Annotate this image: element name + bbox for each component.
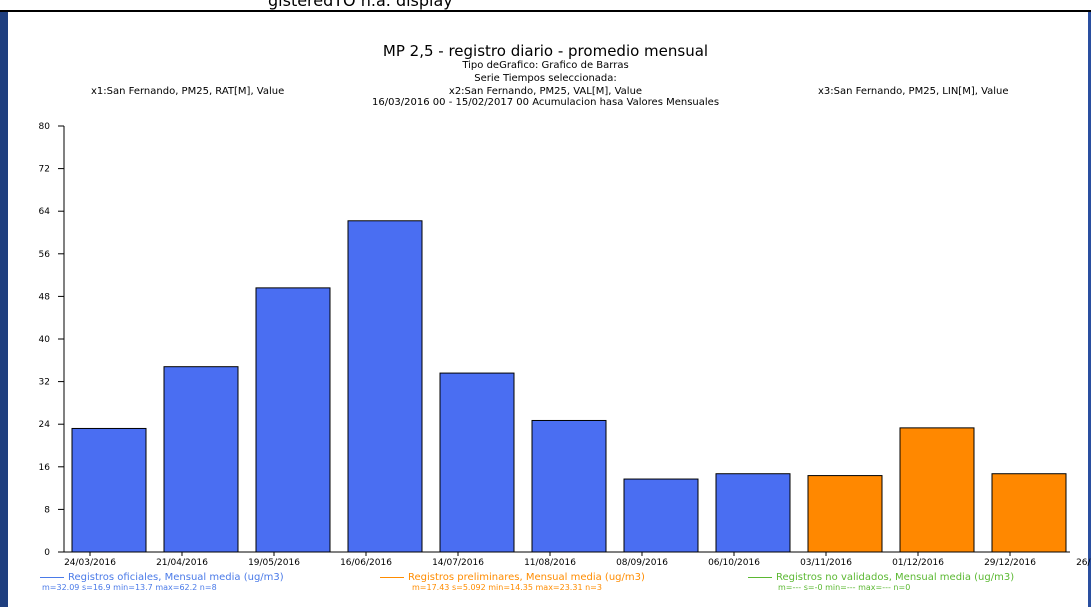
bar: [716, 474, 790, 552]
x-tick-label: 19/05/2016: [248, 558, 300, 568]
legend-no-validados: Registros no validados, Mensual media (u…: [748, 572, 1014, 583]
legend-line-preliminares: [380, 577, 404, 578]
x-tick-label: 08/09/2016: [616, 558, 668, 568]
x-tick-label: 11/08/2016: [524, 558, 576, 568]
x-tick-label: 16/06/2016: [340, 558, 392, 568]
bar: [624, 479, 698, 552]
y-tick-label: 32: [39, 378, 50, 388]
bar: [348, 221, 422, 552]
x-tick-label: 24/03/2016: [64, 558, 116, 568]
x-tick-label: 26/01/2017: [1076, 558, 1091, 568]
bar: [992, 474, 1066, 552]
y-tick-label: 48: [39, 292, 51, 302]
y-tick-label: 64: [39, 207, 51, 217]
x-tick-label: 21/04/2016: [156, 558, 208, 568]
bar: [256, 288, 330, 552]
legend-oficiales: Registros oficiales, Mensual media (ug/m…: [40, 572, 284, 583]
y-tick-label: 40: [39, 335, 51, 345]
y-tick-label: 72: [39, 165, 50, 175]
legend-label-no-validados: Registros no validados, Mensual media (u…: [776, 572, 1014, 583]
legend-line-oficiales: [40, 577, 64, 578]
bar: [72, 428, 146, 552]
bar: [440, 373, 514, 552]
y-tick-label: 0: [44, 548, 50, 558]
bar: [900, 428, 974, 552]
y-tick-label: 24: [39, 420, 51, 430]
y-tick-label: 80: [39, 122, 51, 132]
legend-stats-oficiales: m=32.09 s=16.9 min=13.7 max=62.2 n=8: [42, 583, 217, 592]
legend-stats-preliminares: m=17.43 s=5.092 min=14.35 max=23.31 n=3: [412, 583, 602, 592]
x-tick-label: 14/07/2016: [432, 558, 484, 568]
legend-line-no-validados: [748, 577, 772, 578]
bar: [532, 420, 606, 552]
y-tick-label: 56: [39, 250, 51, 260]
y-tick-label: 8: [44, 505, 50, 515]
y-tick-label: 16: [39, 463, 51, 473]
x-tick-label: 29/12/2016: [984, 558, 1036, 568]
legend-preliminares: Registros preliminares, Mensual media (u…: [380, 572, 645, 583]
legend-label-oficiales: Registros oficiales, Mensual media (ug/m…: [68, 572, 284, 583]
legend-stats-no-validados: m=--- s=-0 min=--- max=--- n=0: [778, 583, 910, 592]
x-tick-label: 01/12/2016: [892, 558, 944, 568]
x-tick-label: 03/11/2016: [800, 558, 852, 568]
legend-label-preliminares: Registros preliminares, Mensual media (u…: [408, 572, 645, 583]
bar: [808, 476, 882, 552]
bar: [164, 367, 238, 552]
x-tick-label: 06/10/2016: [708, 558, 760, 568]
